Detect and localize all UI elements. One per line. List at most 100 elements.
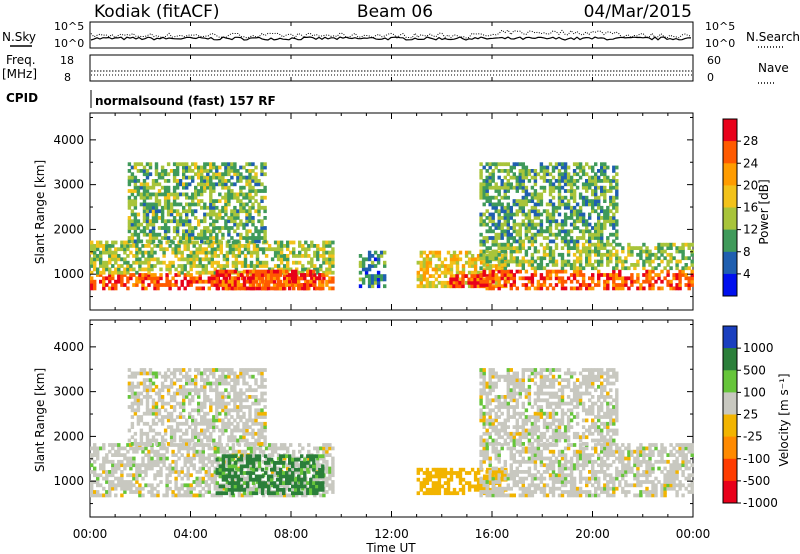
velocity-cell: [233, 474, 238, 479]
power-cell: [117, 247, 121, 252]
power-cell: [133, 175, 138, 180]
power-cell: [370, 277, 375, 282]
velocity-cell: [182, 438, 186, 443]
power-cell: [194, 216, 198, 220]
velocity-cell: [160, 398, 165, 403]
velocity-cell: [254, 418, 258, 423]
velocity-cell: [93, 490, 97, 494]
power-cell: [102, 247, 106, 252]
velocity-cell: [221, 461, 226, 465]
power-cell: [470, 257, 475, 262]
power-cell: [615, 192, 619, 197]
power-cell: [500, 195, 504, 200]
power-cell: [175, 229, 180, 234]
power-cell: [506, 269, 510, 274]
power-cell: [609, 185, 613, 190]
velocity-cell: [473, 484, 478, 489]
velocity-cell: [257, 477, 262, 482]
power-cell: [182, 229, 186, 234]
velocity-cell: [203, 371, 207, 376]
velocity-cell: [215, 411, 219, 416]
power-cell: [166, 226, 171, 230]
velocity-cell: [225, 483, 230, 488]
velocity-cell: [233, 398, 237, 403]
power-cell: [615, 236, 619, 240]
power-cell: [588, 229, 592, 234]
power-cell: [548, 162, 553, 167]
power-cell: [551, 239, 556, 244]
velocity-cell: [166, 415, 171, 419]
velocity-cell: [249, 446, 254, 451]
velocity-cell: [127, 388, 132, 393]
power-cell: [500, 209, 504, 214]
power-cell: [191, 199, 195, 203]
velocity-cell: [189, 483, 193, 488]
power-cell: [575, 212, 580, 217]
velocity-cell: [200, 408, 204, 413]
power-cell: [248, 179, 252, 183]
velocity-cell: [236, 474, 241, 479]
power-cell: [144, 273, 148, 277]
power-cell: [251, 195, 255, 200]
power-cell: [687, 286, 691, 291]
power-cell: [313, 264, 317, 268]
velocity-cell: [197, 371, 201, 376]
power-cell: [512, 256, 516, 261]
velocity-cell: [203, 431, 207, 436]
power-cell: [151, 185, 156, 190]
power-cell: [236, 195, 240, 200]
power-cell: [479, 216, 483, 220]
power-cell: [162, 254, 166, 258]
velocity-cell: [225, 459, 230, 464]
power-cell: [666, 283, 670, 287]
velocity-cell: [147, 463, 151, 468]
power-cell: [446, 280, 451, 285]
power-cell: [209, 179, 213, 183]
velocity-cell: [150, 449, 154, 454]
power-cell: [133, 189, 138, 193]
power-cell: [206, 162, 210, 167]
velocity-cell: [225, 449, 230, 454]
velocity-cell: [210, 476, 214, 481]
power-cell: [548, 256, 553, 261]
power-cell: [416, 277, 420, 282]
power-cell: [175, 212, 180, 217]
power-cell: [560, 263, 565, 267]
velocity-cell: [127, 395, 132, 399]
power-cell: [185, 165, 189, 170]
velocity-cell: [279, 483, 284, 488]
power-cell: [276, 250, 281, 255]
power-cell: [482, 242, 486, 247]
power-cell: [603, 246, 607, 250]
power-cell: [485, 182, 489, 187]
power-cell: [160, 212, 165, 217]
power-cell: [197, 232, 201, 237]
power-cell: [585, 219, 589, 224]
power-cell: [449, 254, 454, 258]
power-cell: [581, 222, 586, 227]
velocity-cell: [120, 446, 124, 451]
power-cell: [578, 229, 583, 234]
power-cell: [248, 276, 253, 281]
power-cell: [440, 270, 445, 275]
power-cell: [191, 169, 195, 173]
power-cell: [422, 260, 427, 265]
power-cell: [476, 280, 480, 285]
power-cell: [485, 259, 489, 264]
power-cell: [615, 222, 619, 227]
power-cell: [312, 283, 316, 287]
power-cell: [509, 169, 513, 173]
power-cell: [578, 165, 583, 170]
power-cell: [136, 179, 141, 183]
velocity-cell: [227, 474, 232, 479]
power-cell: [648, 259, 652, 264]
power-cell: [539, 259, 544, 264]
power-cell: [419, 250, 423, 255]
power-cell: [518, 205, 522, 210]
power-cell: [90, 244, 94, 248]
power-cell: [515, 256, 519, 261]
power-cell: [581, 169, 586, 173]
power-cell: [530, 276, 535, 281]
velocity-cell: [437, 474, 442, 479]
power-cell: [312, 269, 316, 274]
